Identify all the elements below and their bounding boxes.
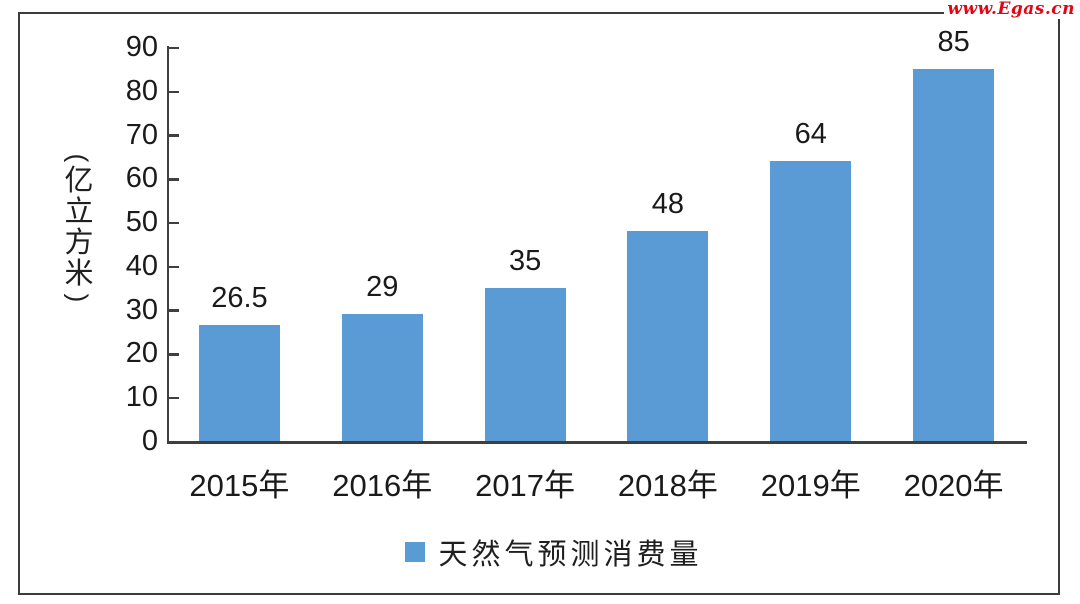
- bar-2016年: [341, 314, 423, 441]
- y-axis-title: ( 亿立方米): [62, 150, 96, 306]
- bar-value-label: 64: [794, 117, 827, 150]
- y-tick-label: 0: [141, 425, 158, 457]
- y-tick-mark: [167, 46, 179, 50]
- y-tick-mark: [167, 396, 179, 400]
- x-tick-label: 2015年: [189, 468, 290, 503]
- y-tick-mark: [167, 265, 179, 269]
- x-tick-label: 2019年: [760, 468, 861, 503]
- bar-value-label: 35: [508, 244, 542, 277]
- y-axis-title-char: 方: [64, 227, 94, 259]
- y-axis-title-char: 米: [64, 258, 94, 290]
- legend: 天然气预测消费量: [0, 531, 1080, 573]
- y-tick-label: 80: [125, 74, 158, 107]
- bar-2020年: [913, 68, 995, 441]
- y-tick-label: 70: [125, 118, 158, 151]
- y-tick-label: 30: [125, 293, 158, 326]
- bar-value-label: 48: [651, 187, 685, 220]
- y-tick-label: 20: [125, 337, 158, 370]
- bar-value-label: 26.5: [211, 282, 268, 314]
- bar-value-label: 85: [937, 25, 970, 58]
- x-tick-label: 2016年: [332, 468, 433, 503]
- y-tick-label: 90: [125, 31, 158, 63]
- y-tick-label: 60: [125, 162, 158, 195]
- legend-series-label: 天然气预测消费量: [438, 539, 703, 571]
- bar-2017年: [484, 287, 566, 441]
- y-tick-mark: [167, 178, 179, 181]
- y-tick-label: 40: [125, 249, 158, 282]
- bar-value-label: 29: [366, 271, 399, 304]
- y-tick-mark: [167, 309, 179, 312]
- legend-marker-square: [405, 542, 426, 562]
- y-axis-title-char: ): [62, 293, 93, 303]
- plot-area: 26.5 29 35 48 64 85: [168, 27, 1025, 441]
- y-tick-label: 10: [125, 381, 158, 414]
- y-axis-title-char: 亿: [64, 165, 94, 197]
- watermark-text: www.Egas.cn: [944, 0, 1078, 19]
- y-tick-mark: [167, 353, 179, 356]
- bar-2015年: [198, 325, 280, 441]
- x-tick-label: 2020年: [903, 468, 1004, 503]
- y-tick-label: 50: [125, 206, 158, 239]
- y-tick-mark: [167, 134, 179, 137]
- x-tick-label: 2017年: [475, 468, 576, 503]
- x-tick-label: 2018年: [617, 468, 718, 503]
- x-axis-line: [166, 441, 1027, 444]
- y-tick-mark: [167, 221, 179, 225]
- y-tick-mark: [167, 90, 179, 94]
- y-axis-line: [166, 46, 169, 443]
- y-axis-title-char: (: [62, 153, 93, 163]
- bar-2018年: [627, 230, 709, 441]
- y-axis-title-char: 立: [64, 196, 94, 228]
- bar-2019年: [770, 160, 852, 441]
